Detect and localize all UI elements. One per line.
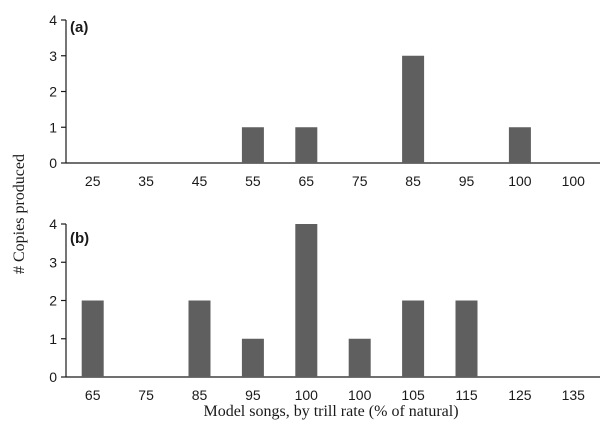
panel-a-x-tick-label: 65	[299, 173, 315, 189]
panel-b-x-tick-label: 135	[562, 387, 586, 403]
panel-b-bar-2	[188, 300, 211, 377]
panel-b-x-tick-label: 85	[192, 387, 208, 403]
panel-a-x-tick-label: 100	[562, 173, 586, 189]
shared-y-axis-title: # Copies produced	[11, 154, 28, 274]
panel-b-y-tick-label: 1	[49, 331, 57, 347]
panel-b-y-tick-label: 2	[49, 293, 57, 309]
x-axis-title: Model songs, by trill rate (% of natural…	[203, 403, 458, 420]
panel-b-bar-3	[241, 338, 264, 377]
panel-a-x-tick-label: 95	[459, 173, 475, 189]
panel-b-y-tick-label: 4	[49, 216, 57, 232]
panel-b-bar-7	[455, 300, 478, 377]
panel-a-x-tick-label: 45	[192, 173, 208, 189]
panel-b-x-tick-label: 125	[508, 387, 532, 403]
panel-a-y-tick-label: 1	[49, 119, 57, 135]
panel-b: (b) Model songs, by trill rate (% of nat…	[49, 216, 600, 420]
panel-b-x-tick-label: 65	[85, 387, 101, 403]
panel-a-x-tick-label: 55	[245, 173, 261, 189]
panel-a-x-tick-label: 85	[405, 173, 421, 189]
panel-b-x-tick-label: 100	[295, 387, 319, 403]
panel-a-x-tick-label: 25	[85, 173, 101, 189]
panel-b-label: (b)	[70, 230, 89, 247]
panel-a-bar-8	[508, 127, 531, 163]
panel-b-y-tick-label: 3	[49, 254, 57, 270]
panel-b-x-tick-label: 105	[401, 387, 425, 403]
panel-b-bar-6	[402, 300, 425, 377]
panel-a-label: (a)	[70, 19, 88, 36]
panel-b-x-tick-label: 100	[348, 387, 372, 403]
panel-b-x-tick-label: 115	[455, 387, 478, 403]
panel-a-y-tick-label: 0	[49, 155, 57, 171]
panel-b-y-tick-label: 0	[49, 369, 57, 385]
panel-a-x-tick-label: 35	[138, 173, 154, 189]
panel-a-bar-4	[295, 127, 318, 163]
panel-a: (a) 0 1 2 3 4 25 35 45 55 65 75 85 95 100 100	[49, 12, 600, 189]
panel-a-bar-6	[402, 55, 425, 163]
panel-a-y-tick-label: 4	[49, 12, 57, 28]
panel-b-bar-5	[348, 338, 371, 377]
panel-a-x-tick-label: 100	[508, 173, 532, 189]
panel-b-bar-4	[295, 224, 318, 377]
panel-a-y-tick-label: 2	[49, 84, 57, 100]
panel-a-y-tick-label: 3	[49, 48, 57, 64]
panel-b-x-tick-label: 95	[245, 387, 261, 403]
panel-a-bar-3	[241, 127, 264, 163]
panel-b-x-tick-label: 75	[138, 387, 154, 403]
panel-a-x-tick-label: 75	[352, 173, 368, 189]
panel-b-bar-0	[81, 300, 104, 377]
